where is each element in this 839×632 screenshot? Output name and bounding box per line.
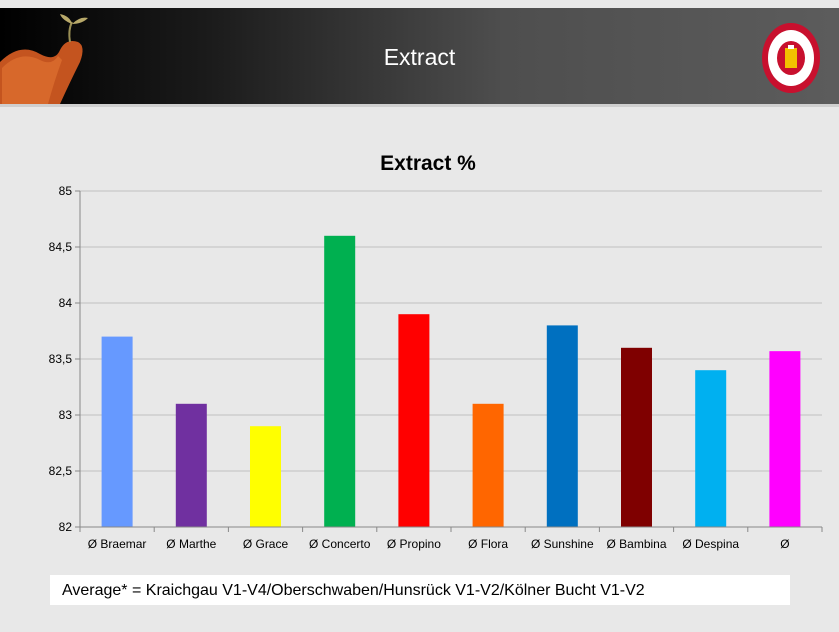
bar [621, 347, 652, 527]
header-bar [0, 8, 839, 104]
y-tick-label: 84,5 [49, 240, 73, 254]
y-tick-label: 83 [59, 408, 73, 422]
x-tick-label: Ø Braemar [88, 537, 147, 551]
x-tick-label: Ø Sunshine [531, 537, 594, 551]
bar [175, 403, 207, 527]
x-tick-label: Ø Despina [682, 537, 739, 551]
bar [769, 351, 801, 527]
x-tick-label: Ø Propino [387, 537, 441, 551]
x-tick-label: Ø Bambina [606, 537, 666, 551]
x-axis-labels: Ø Braemar Ø Marthe Ø Grace Ø Concerto Ø Prop… [88, 537, 790, 551]
header-divider [0, 104, 839, 107]
x-tick-label: Ø Marthe [166, 537, 216, 551]
durst-malz-logo-icon [762, 23, 820, 93]
finger-sprout-image [0, 14, 88, 104]
footnote-text: Average* = Kraichgau V1-V4/Oberschwaben/… [62, 582, 645, 599]
y-axis-labels: 82 82,5 83 83,5 84 84,5 85 [49, 184, 73, 534]
slide-title: Extract [383, 44, 456, 70]
bars [101, 235, 801, 528]
x-tick-label: Ø Flora [468, 537, 508, 551]
bar [546, 325, 578, 527]
bar [398, 314, 430, 527]
x-tick-label: Ø Concerto [309, 537, 371, 551]
x-tick-label: Ø Grace [243, 537, 289, 551]
bar [324, 235, 356, 528]
y-tick-label: 85 [59, 184, 73, 198]
x-tick-label: Ø [780, 537, 789, 551]
bar [250, 426, 281, 527]
y-tick-label: 84 [59, 296, 73, 310]
y-tick-label: 82,5 [49, 464, 73, 478]
y-tick-label: 83,5 [49, 352, 73, 366]
footnote-box [50, 575, 790, 605]
bar [695, 370, 727, 527]
chart-title: Extract % [380, 152, 476, 175]
bar [101, 336, 133, 527]
bar [472, 403, 504, 527]
y-tick-label: 82 [59, 520, 73, 534]
axes [75, 190, 823, 532]
